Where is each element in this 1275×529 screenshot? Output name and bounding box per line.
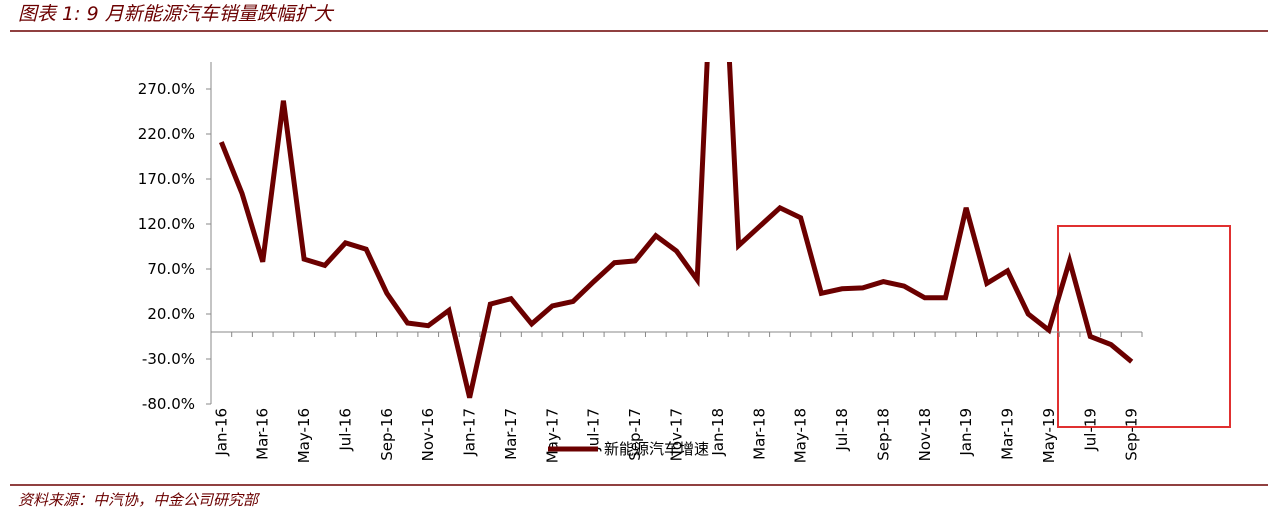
highlight-box: [1057, 225, 1231, 428]
y-tick-label: 170.0%: [138, 170, 195, 188]
x-tick-label: Sep-19: [1123, 408, 1141, 461]
data-line: [219, 62, 1134, 399]
x-tick-label: May-18: [792, 408, 810, 463]
x-tick-label: Sep-16: [378, 408, 396, 461]
x-tick-label: Nov-17: [668, 408, 686, 461]
x-tick-label: Jan-18: [709, 408, 727, 457]
x-tick-label: Jan-19: [957, 408, 975, 457]
x-tick-label: May-19: [1040, 408, 1058, 463]
x-tick-label: Nov-18: [916, 408, 934, 461]
x-tick-label: Mar-17: [502, 408, 520, 460]
x-tick-label: Sep-18: [874, 408, 892, 461]
x-tick-label: Mar-18: [750, 408, 768, 460]
source: 资料来源：中汽协，中金公司研究部: [18, 491, 261, 509]
y-tick-label: 220.0%: [138, 125, 195, 143]
y-tick-label: -30.0%: [142, 350, 195, 368]
x-tick-label: May-17: [543, 408, 561, 463]
x-tick-label: Jul-16: [336, 408, 354, 452]
legend-label: 新能源汽车增速: [604, 440, 709, 458]
y-tick-label: 120.0%: [138, 215, 195, 233]
x-tick-label: Jul-19: [1081, 408, 1099, 452]
x-tick-label: Mar-16: [254, 408, 272, 460]
y-tick-label: 70.0%: [147, 260, 195, 278]
x-tick-label: Nov-16: [419, 408, 437, 461]
chart-title: 图表 1: 9 月新能源汽车销量跌幅扩大: [18, 3, 335, 25]
x-tick-label: Jul-17: [585, 408, 603, 452]
x-tick-label: Mar-19: [999, 408, 1017, 460]
y-tick-label: -80.0%: [142, 395, 195, 413]
y-tick-label: 20.0%: [147, 305, 195, 323]
x-tick-label: May-16: [295, 408, 313, 463]
x-tick-label: Jul-18: [833, 408, 851, 452]
x-tick-label: Jan-17: [461, 408, 479, 457]
y-tick-label: 270.0%: [138, 80, 195, 98]
x-tick-label: Sep-17: [626, 408, 644, 461]
x-tick-label: Jan-16: [212, 408, 230, 457]
